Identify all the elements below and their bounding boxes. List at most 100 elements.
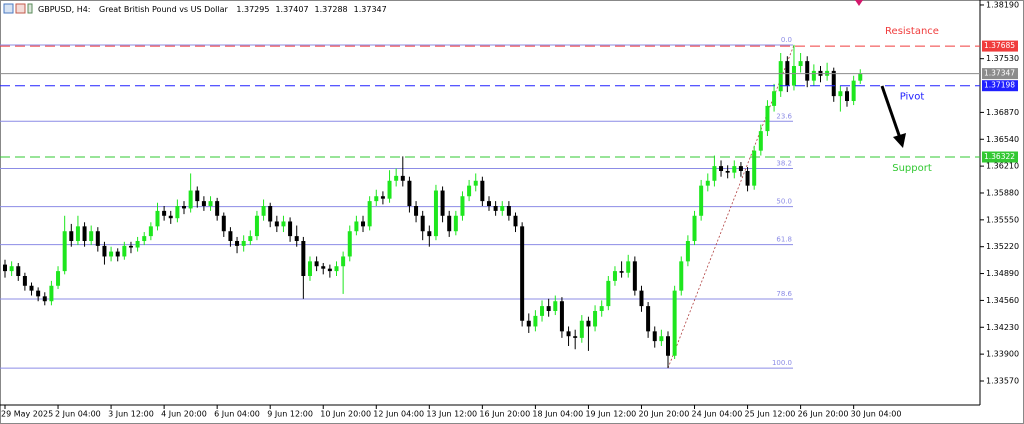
candle-body xyxy=(122,245,127,257)
marker xyxy=(855,0,863,6)
candle-body xyxy=(75,226,80,241)
y-tick-label: 1.35550 xyxy=(986,215,1019,224)
y-tick-label: 1.36210 xyxy=(986,162,1019,171)
candle-body xyxy=(69,231,74,241)
description: Great British Pound vs US Dollar xyxy=(99,5,228,14)
candle-body xyxy=(685,240,690,262)
candle-body xyxy=(307,261,312,276)
candle-body xyxy=(646,306,651,332)
candle-body xyxy=(606,280,611,307)
low: 1.37288 xyxy=(314,5,348,14)
y-tick-label: 1.35880 xyxy=(986,188,1019,197)
candle-body xyxy=(82,226,87,241)
candle-body xyxy=(692,215,697,241)
candle-body xyxy=(115,251,120,257)
candle-body xyxy=(838,91,843,97)
candle-body xyxy=(16,266,21,276)
candle-body xyxy=(480,180,485,202)
candle-body xyxy=(22,275,27,286)
candle-body xyxy=(573,336,578,338)
open: 1.37295 xyxy=(236,5,270,14)
candle-body xyxy=(831,70,836,97)
candle-body xyxy=(420,215,425,232)
candle-body xyxy=(526,320,531,327)
candle-body xyxy=(467,185,472,197)
candle-body xyxy=(135,240,140,248)
candle-body xyxy=(367,201,372,227)
candle-body xyxy=(506,205,511,216)
candle-body xyxy=(666,336,670,356)
candle-body xyxy=(579,320,584,338)
y-tick-label: 1.38190 xyxy=(986,0,1019,9)
candle-body xyxy=(95,231,100,246)
candle-body xyxy=(699,185,704,216)
candle-body xyxy=(228,231,233,241)
candle-body xyxy=(679,261,684,291)
candle-body xyxy=(102,245,107,257)
x-tick-label: 19 Jun 12:00 xyxy=(585,410,636,419)
candle-body xyxy=(705,180,710,186)
candle-body xyxy=(845,91,850,102)
candle-body xyxy=(858,73,863,81)
candle-body xyxy=(175,205,180,219)
candle-body xyxy=(361,221,366,227)
candle-body xyxy=(188,190,193,209)
candle-body xyxy=(62,231,67,272)
candle-body xyxy=(195,190,200,202)
y-tick-label: 1.36870 xyxy=(986,108,1019,117)
candle-body xyxy=(221,215,226,232)
candle-body xyxy=(148,226,153,237)
close: 1.37347 xyxy=(353,5,387,14)
candle-body xyxy=(599,306,604,311)
candle-body xyxy=(811,70,816,81)
candle-body xyxy=(619,271,624,273)
candle-body xyxy=(791,66,796,86)
candle-body xyxy=(3,264,7,272)
candle-body xyxy=(593,310,598,327)
candle-body xyxy=(659,336,664,342)
x-tick-label: 18 Jun 04:00 xyxy=(532,410,583,419)
price-label: 1.37198 xyxy=(984,81,1015,90)
fib-label: 50.0 xyxy=(776,198,792,206)
candle-body xyxy=(49,285,54,302)
candle-body xyxy=(301,240,306,276)
candle-body xyxy=(274,221,279,227)
candle-body xyxy=(387,180,392,199)
symbol: GBPUSD, H4: xyxy=(38,5,91,14)
x-tick-label: 9 Jun 12:00 xyxy=(267,410,313,419)
icon xyxy=(15,3,26,14)
y-tick-label: 1.33570 xyxy=(986,376,1019,385)
candle-body xyxy=(460,196,465,216)
candle-body xyxy=(56,271,61,286)
y-tick-label: 1.36540 xyxy=(986,135,1019,144)
candle-body xyxy=(540,306,545,316)
high: 1.37407 xyxy=(275,5,309,14)
candle-body xyxy=(719,166,724,172)
candle-body xyxy=(712,166,717,181)
candle-body xyxy=(758,131,763,151)
x-tick-label: 29 May 2025 xyxy=(1,410,53,419)
y-tick-label: 1.34230 xyxy=(986,323,1019,332)
fib-label: 61.8 xyxy=(776,236,792,244)
header: GBPUSD, H4: Great British Pound vs US Do… xyxy=(38,4,393,16)
arrow xyxy=(880,85,902,139)
x-tick-label: 26 Jun 20:00 xyxy=(798,410,849,419)
candle-body xyxy=(354,221,359,232)
candle-body xyxy=(168,215,173,219)
fib-label: 78.6 xyxy=(776,290,792,298)
x-tick-label: 3 Jun 12:00 xyxy=(108,410,154,419)
x-tick-label: 13 Jun 12:00 xyxy=(426,410,477,419)
candle-body xyxy=(288,221,293,237)
candle-body xyxy=(414,205,419,216)
x-tick-label: 2 Jun 04:00 xyxy=(55,410,101,419)
candle-body xyxy=(182,205,187,209)
x-tick-label: 30 Jun 04:00 xyxy=(851,410,902,419)
price-label: 1.37347 xyxy=(984,69,1015,78)
candle-body xyxy=(553,301,558,311)
arrow-head xyxy=(893,133,906,148)
y-tick-label: 1.34560 xyxy=(986,296,1019,305)
candle-body xyxy=(208,201,213,206)
candle-body xyxy=(215,201,220,216)
